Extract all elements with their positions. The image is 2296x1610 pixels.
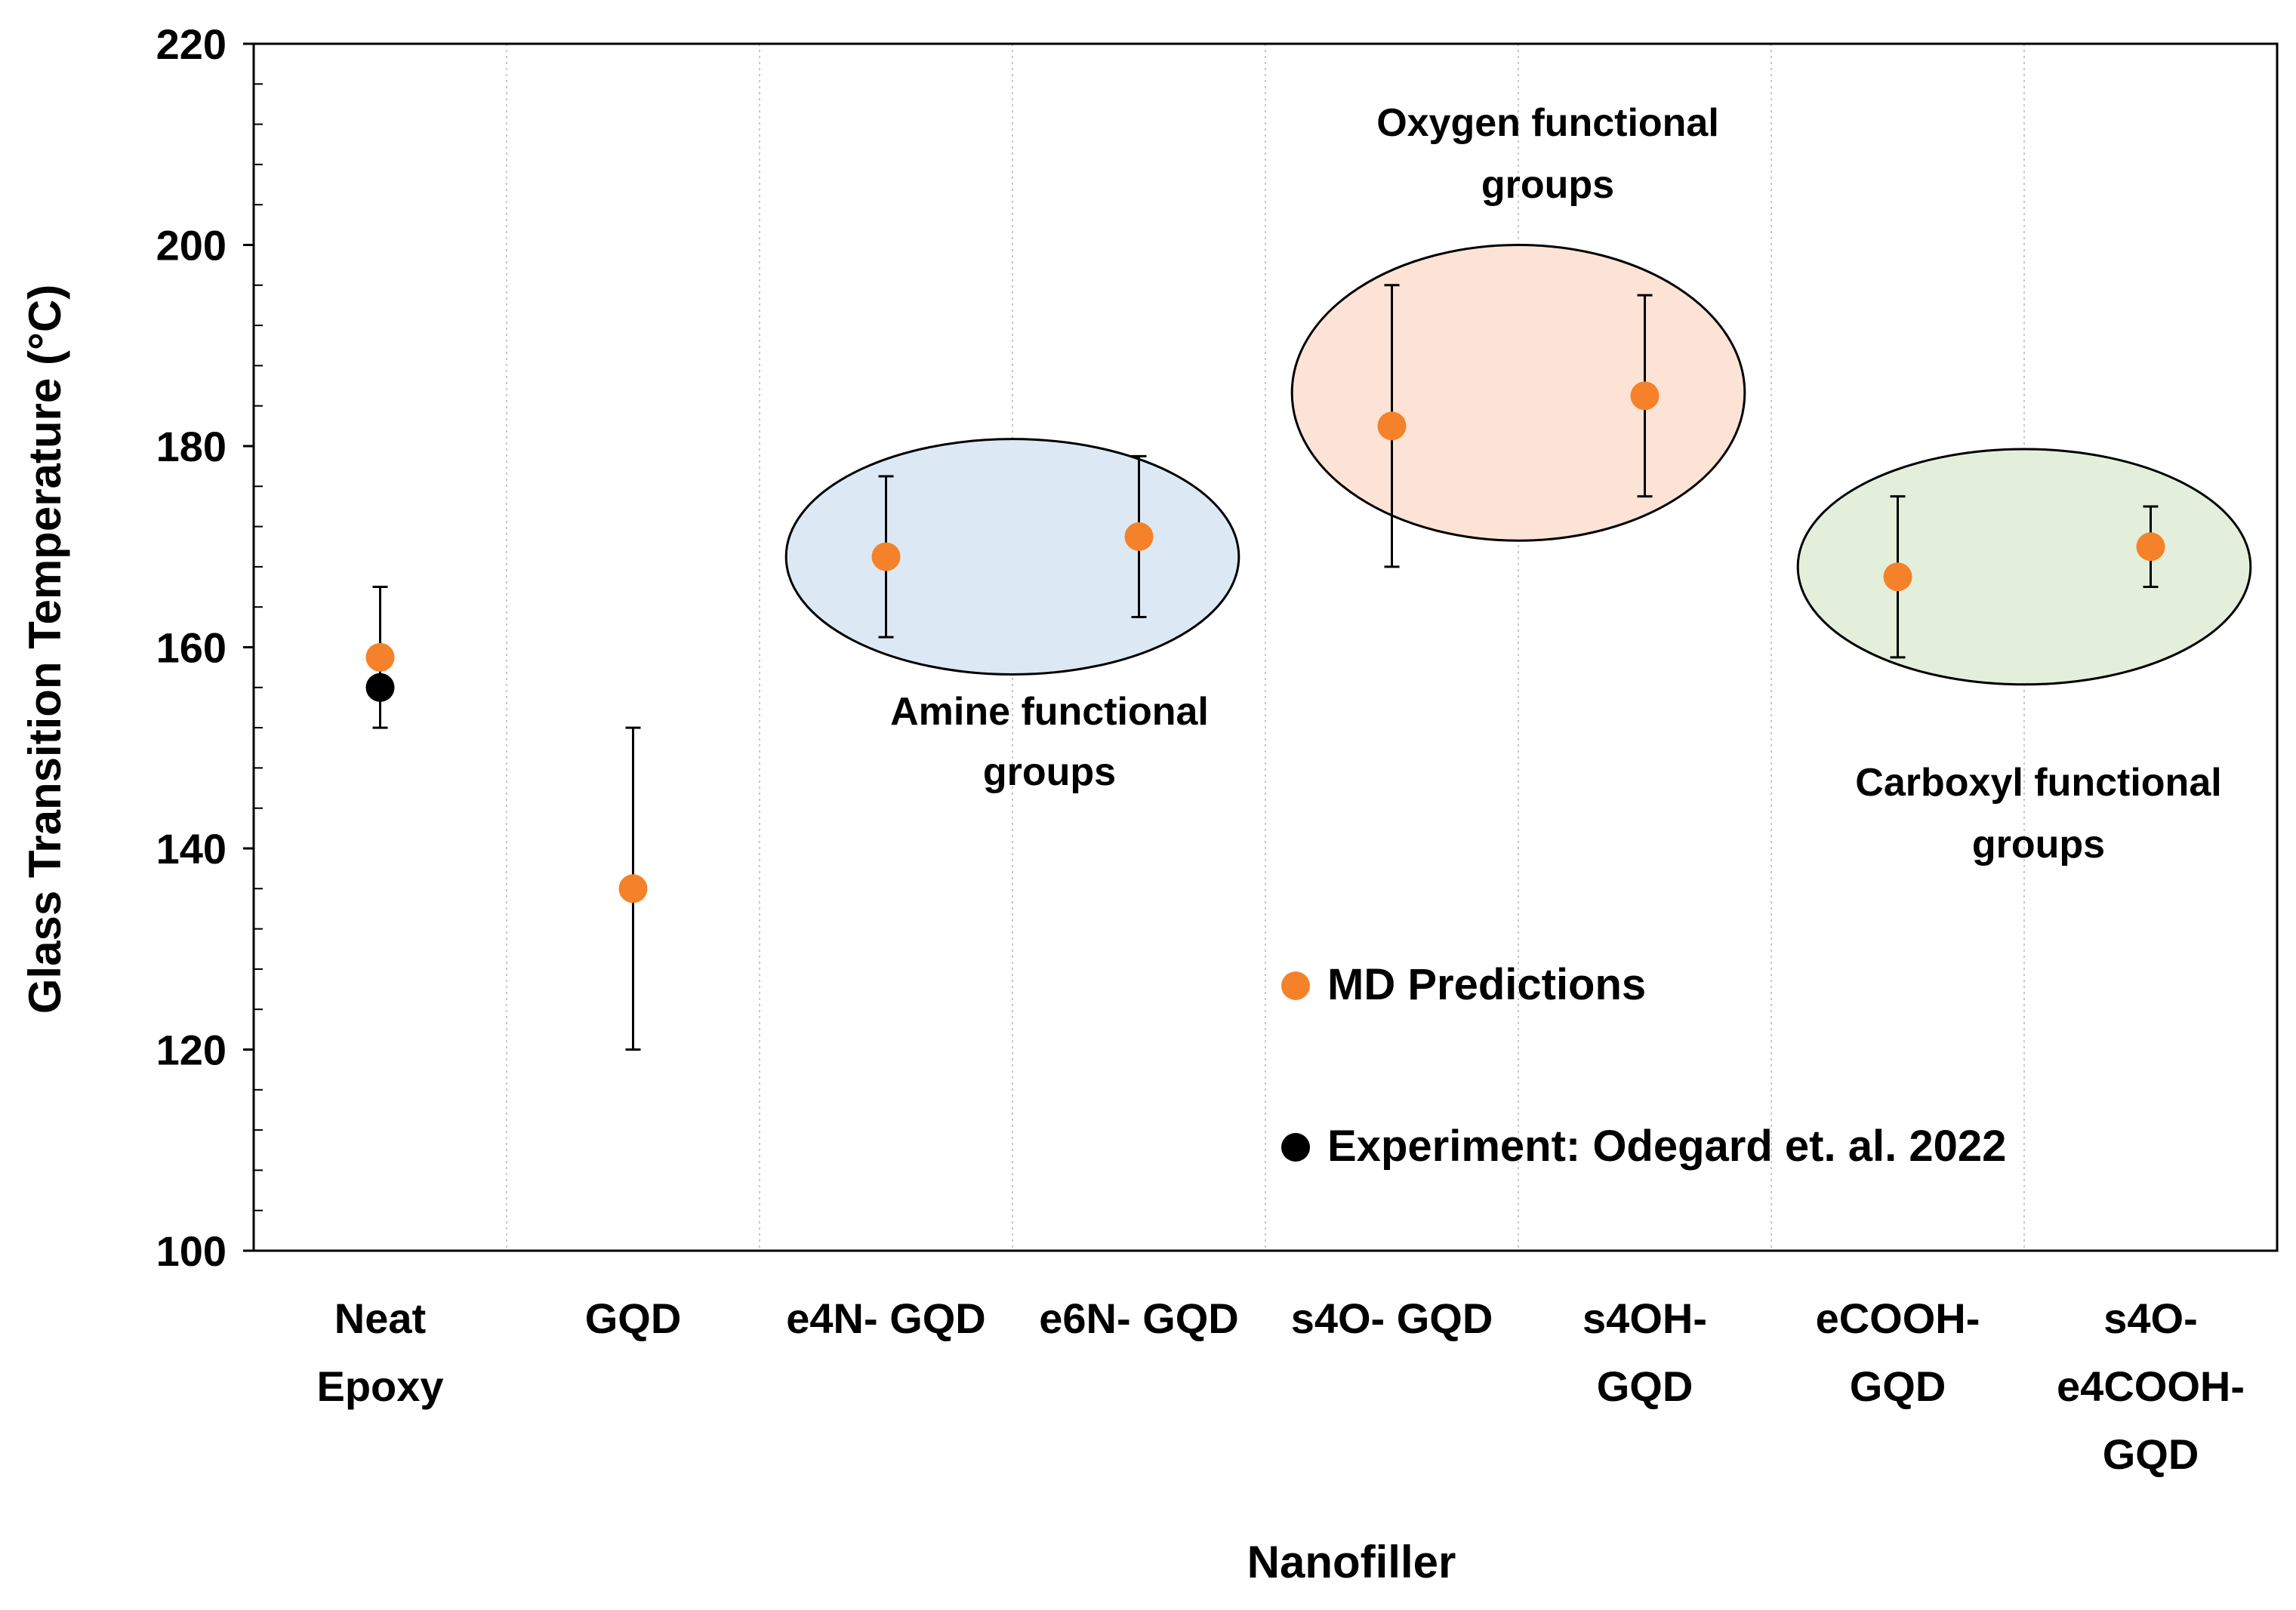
md-prediction-point — [1630, 381, 1660, 411]
x-category-label: Epoxy — [316, 1362, 443, 1410]
group-label: Amine functional — [890, 690, 1209, 734]
md-prediction-point — [365, 642, 395, 672]
x-category-label: GQD — [1850, 1362, 1946, 1410]
x-category-label: s4OH- — [1583, 1294, 1707, 1342]
axes: 100 120 140 160 180 200 220 — [156, 20, 2279, 1275]
md-prediction-point — [1377, 411, 1407, 441]
x-category-label: eCOOH- — [1816, 1294, 1980, 1342]
legend-experiment-label: Experiment: Odegard et. al. 2022 — [1327, 1122, 2006, 1171]
group-label: groups — [1972, 823, 2105, 867]
x-category-label: e4COOH- — [2057, 1362, 2245, 1410]
md-prediction-point — [871, 542, 901, 571]
x-axis-title: Nanofiller — [1247, 1537, 1456, 1587]
experiment-point — [365, 673, 395, 702]
legend-md-marker — [1281, 971, 1310, 1000]
legend-md-label: MD Predictions — [1327, 960, 1646, 1009]
y-tick-label: 160 — [156, 624, 227, 672]
md-prediction-point — [2136, 532, 2165, 562]
x-category-label: s4O- GQD — [1291, 1294, 1493, 1342]
y-axis-title: Glass Transition Temperature (°C) — [20, 285, 70, 1014]
x-category-label: Neat — [334, 1294, 426, 1342]
x-category-label: GQD — [1597, 1362, 1693, 1410]
labels: Amine functional groups Oxygen functional g… — [316, 101, 2245, 1478]
group-label: Carboxyl functional — [1855, 761, 2221, 805]
md-prediction-point — [1124, 522, 1154, 551]
y-tick-label: 180 — [156, 423, 227, 470]
data-points — [365, 381, 2165, 904]
x-category-label: e4N- GQD — [786, 1294, 986, 1342]
group-label: groups — [1481, 163, 1614, 207]
group-label: groups — [983, 750, 1116, 794]
y-tick-label: 200 — [156, 222, 227, 269]
x-category-label: GQD — [585, 1294, 682, 1342]
y-tick-label: 100 — [156, 1227, 227, 1275]
legend-experiment-marker — [1281, 1133, 1310, 1162]
grid-lines — [506, 44, 2025, 1251]
group-label: Oxygen functional — [1376, 101, 1719, 145]
x-category-label: GQD — [2103, 1430, 2199, 1478]
y-tick-label: 140 — [156, 825, 227, 873]
group-ellipses — [784, 244, 2252, 686]
group-ellipse — [1290, 244, 1746, 542]
group-ellipse — [1796, 448, 2252, 686]
x-category-label: e6N- GQD — [1039, 1294, 1239, 1342]
md-prediction-point — [618, 874, 648, 904]
legend: MD Predictions Experiment: Odegard et. a… — [1281, 960, 2006, 1171]
md-prediction-point — [1883, 562, 1912, 592]
y-tick-label: 220 — [156, 20, 227, 68]
y-tick-label: 120 — [156, 1027, 227, 1074]
x-category-label: s4O- — [2103, 1294, 2198, 1342]
group-ellipse — [784, 438, 1240, 676]
